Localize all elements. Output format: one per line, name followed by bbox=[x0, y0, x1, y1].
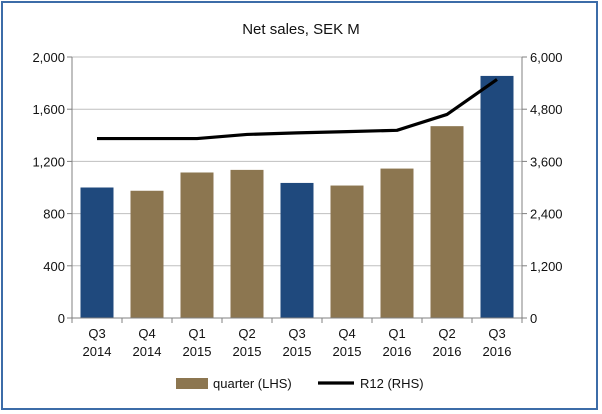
r12-line-layer bbox=[97, 78, 498, 141]
right-axis-ticks: 0 1,200 2,400 3,600 4,800 6,000 bbox=[530, 50, 563, 326]
x-tick-label-quarter: Q2 bbox=[438, 326, 455, 341]
x-tick-label-quarter: Q3 bbox=[288, 326, 305, 341]
x-tick-label-year: 2014 bbox=[133, 344, 162, 359]
legend-swatch-quarter bbox=[176, 378, 208, 389]
bars bbox=[80, 75, 514, 318]
bar-q4-2015 bbox=[330, 185, 364, 318]
x-tick-label-quarter: Q4 bbox=[138, 326, 155, 341]
right-tick-label: 4,800 bbox=[530, 102, 563, 117]
legend-label-r12: R12 (RHS) bbox=[360, 376, 424, 391]
x-tick-label-year: 2016 bbox=[383, 344, 412, 359]
x-tick-label-quarter: Q1 bbox=[388, 326, 405, 341]
x-axis-ticks: Q3 2014 Q4 2014 Q1 2015 Q2 2015 Q3 2015 Q4 2015 Q1 20… bbox=[83, 326, 512, 359]
r12-line bbox=[97, 78, 498, 141]
left-axis-ticks: 0 400 800 1,200 1,600 2,000 bbox=[32, 50, 65, 326]
x-tick-label-year: 2014 bbox=[83, 344, 112, 359]
left-tick-label: 0 bbox=[58, 311, 65, 326]
x-tick-label-year: 2015 bbox=[183, 344, 212, 359]
axes bbox=[67, 56, 527, 323]
left-tick-label: 800 bbox=[43, 207, 65, 222]
bar-q1-2015 bbox=[180, 172, 214, 318]
chart-title: Net sales, SEK M bbox=[242, 21, 360, 38]
x-tick-label-quarter: Q1 bbox=[188, 326, 205, 341]
x-tick-label-quarter: Q4 bbox=[338, 326, 355, 341]
x-tick-label-quarter: Q3 bbox=[488, 326, 505, 341]
bar-q3-2015 bbox=[280, 182, 314, 318]
legend: quarter (LHS) R12 (RHS) bbox=[176, 376, 424, 391]
bar-q3-2014 bbox=[80, 187, 114, 318]
bar-q2-2016 bbox=[430, 126, 464, 318]
x-tick-label-year: 2015 bbox=[283, 344, 312, 359]
right-tick-label: 0 bbox=[530, 311, 537, 326]
right-tick-label: 3,600 bbox=[530, 154, 563, 169]
x-tick-label-year: 2015 bbox=[333, 344, 362, 359]
bar-q4-2014 bbox=[130, 190, 164, 318]
bar-q3-2016 bbox=[480, 75, 514, 318]
right-tick-label: 1,200 bbox=[530, 259, 563, 274]
x-tick-label-year: 2016 bbox=[483, 344, 512, 359]
right-tick-label: 6,000 bbox=[530, 50, 563, 65]
bar-q1-2016 bbox=[380, 168, 414, 318]
x-tick-label-quarter: Q2 bbox=[238, 326, 255, 341]
left-tick-label: 1,200 bbox=[32, 154, 65, 169]
x-tick-label-year: 2015 bbox=[233, 344, 262, 359]
legend-label-quarter: quarter (LHS) bbox=[213, 376, 292, 391]
left-tick-label: 400 bbox=[43, 259, 65, 274]
left-tick-label: 2,000 bbox=[32, 50, 65, 65]
x-tick-label-quarter: Q3 bbox=[88, 326, 105, 341]
left-tick-label: 1,600 bbox=[32, 102, 65, 117]
right-tick-label: 2,400 bbox=[530, 207, 563, 222]
bar-q2-2015 bbox=[230, 169, 264, 318]
x-tick-label-year: 2016 bbox=[433, 344, 462, 359]
